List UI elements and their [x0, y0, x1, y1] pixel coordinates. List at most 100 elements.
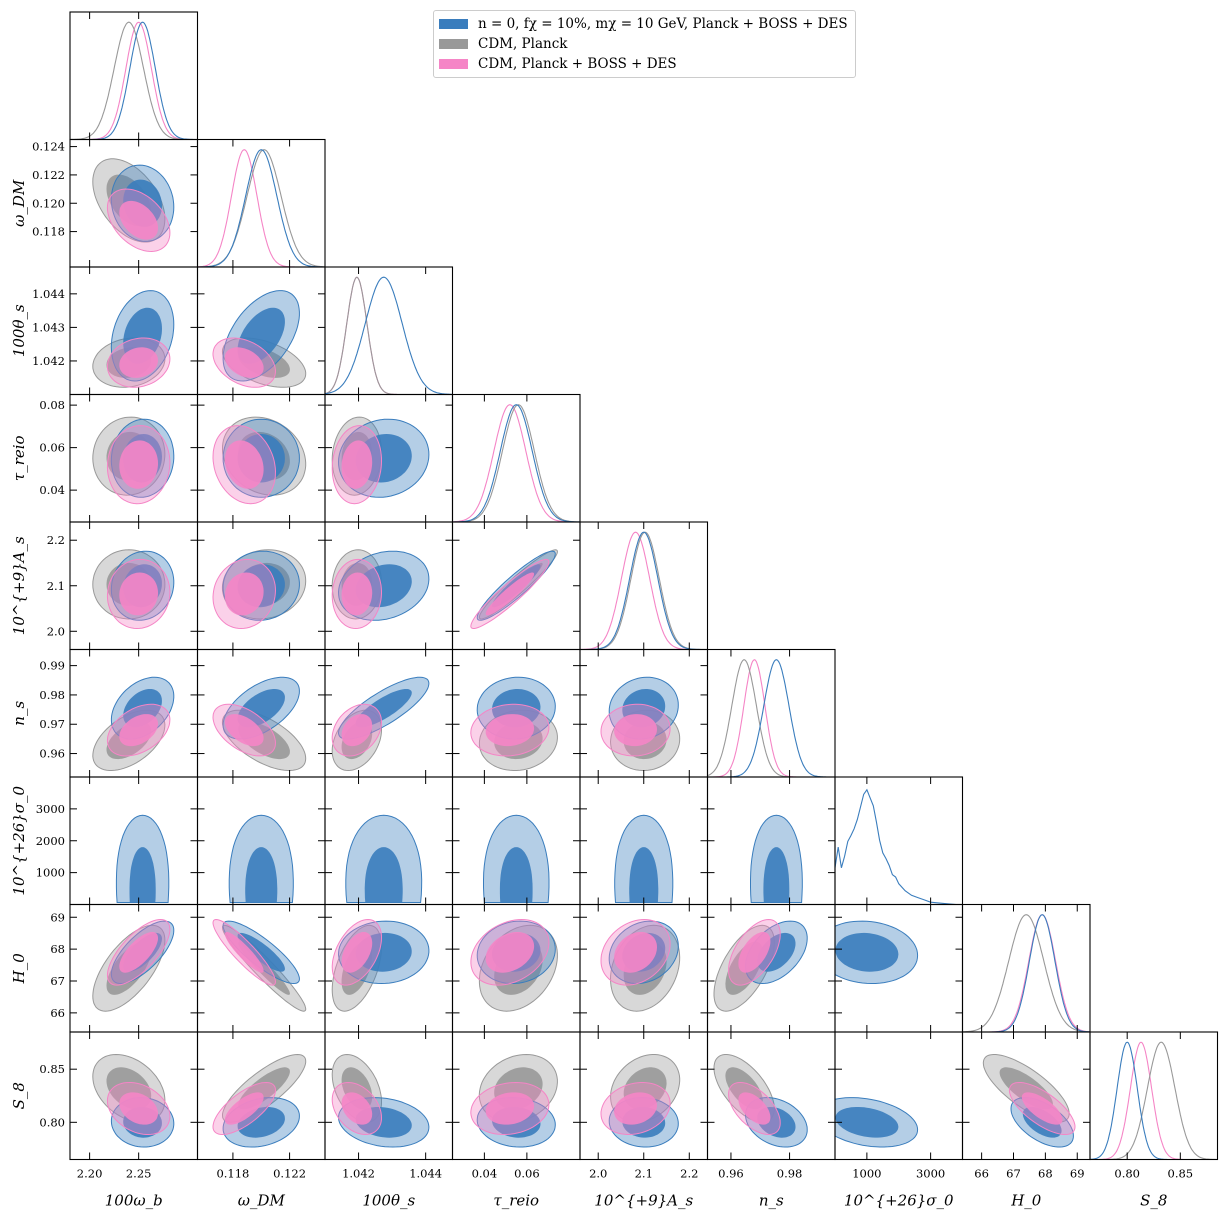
panel-n_s-A_s: [579, 648, 709, 778]
marginal-n_s-series-2: [707, 659, 835, 777]
contour-68-n_s-A_s-series-3: [614, 714, 657, 747]
marginal-S8-series-3: [1090, 1041, 1218, 1160]
panel-omega_b-omega_b: [69, 11, 199, 141]
panel-theta_s-omega_dm: [196, 266, 326, 396]
y-tick-label: 1.043: [32, 320, 65, 334]
y-tick-label: 0.118: [32, 225, 65, 239]
panel-sigma_0-omega_b: [69, 776, 199, 906]
x-tick-label: 0.96: [718, 1167, 744, 1181]
y-tick-label: 1.044: [32, 287, 65, 301]
panel-H0-n_s: [706, 903, 836, 1033]
legend-swatch-series-3: [439, 59, 468, 69]
y-axis-label-S8: S_8: [10, 1082, 28, 1109]
panel-H0-H0: [961, 903, 1091, 1033]
y-tick-label: 2.1: [47, 579, 65, 593]
panel-frame: [834, 776, 964, 906]
panel-A_s-omega_b: [69, 521, 199, 651]
marginal-S8-series-1: [1090, 1041, 1218, 1160]
panel-sigma_0-A_s: [579, 776, 709, 906]
legend-label-series-1: n = 0, fχ = 10%, mχ = 10 GeV, Planck + B…: [478, 16, 848, 32]
panel-theta_s-theta_s: [324, 266, 454, 396]
y-axis-label-omega_dm: ω_DM: [10, 179, 28, 227]
x-tick-label: 1.042: [342, 1167, 375, 1181]
contour-68-theta_s-omega_dm-series-1: [237, 307, 285, 364]
marginal-tau_reio-series-2: [452, 404, 580, 522]
panel-tau_reio-omega_dm: [196, 393, 326, 523]
legend-entry-series-3: CDM, Planck + BOSS + DES: [439, 55, 677, 73]
marginal-tau_reio-series-3: [452, 404, 580, 522]
y-tick-label: 0.04: [39, 483, 65, 497]
contour-68-S8-omega_dm-series-3: [224, 1092, 264, 1125]
contour-68-n_s-omega_dm-series-1: [237, 689, 285, 728]
marginal-omega_b-series-1: [70, 21, 198, 140]
y-axis-label-sigma_0: 10^{+26}σ_0: [10, 785, 28, 895]
panel-H0-theta_s: [324, 903, 454, 1033]
panels: [69, 11, 1219, 1161]
panel-omega_dm-omega_dm: [196, 138, 326, 268]
marginal-omega_dm-series-1: [197, 149, 325, 267]
contour-68-H0-n_s-series-3: [738, 932, 771, 973]
y-tick-label: 68: [50, 942, 65, 956]
marginal-n_s-series-3: [707, 659, 835, 777]
y-tick-label: 69: [50, 910, 65, 924]
y-tick-label: 0.99: [39, 659, 65, 673]
contour-68-sigma_0-omega_dm-series-1: [245, 847, 278, 903]
x-tick-label: 0.118: [216, 1167, 249, 1181]
y-tick-label: 1.042: [32, 354, 65, 368]
y-axis-label-H0: H_0: [10, 953, 28, 985]
panel-frame: [961, 903, 1091, 1033]
panel-S8-H0: [961, 1031, 1091, 1161]
y-tick-label: 66: [50, 1006, 65, 1020]
panel-A_s-theta_s: [324, 521, 454, 651]
contour-68-n_s-omega_dm-series-3: [224, 714, 264, 747]
panel-sigma_0-sigma_0: [834, 776, 964, 906]
marginal-omega_dm-series-3: [197, 149, 325, 267]
y-axis-label-theta_s: 100θ_s: [10, 304, 28, 357]
contour-68-S8-A_s-series-3: [614, 1092, 657, 1125]
x-axis-label-n_s: n_s: [759, 1192, 784, 1210]
panel-A_s-tau_reio: [451, 521, 581, 651]
panel-theta_s-omega_b: [69, 266, 199, 396]
contour-68-S8-theta_s-series-3: [341, 1092, 373, 1125]
marginal-tau_reio-series-1: [452, 404, 580, 522]
marginal-omega_b-series-3: [70, 21, 198, 140]
y-axis-label-n_s: n_s: [10, 701, 28, 726]
y-tick-label: 2000: [36, 834, 65, 848]
panel-A_s-omega_dm: [196, 521, 326, 651]
panel-n_s-tau_reio: [451, 648, 581, 778]
contour-68-S8-H0-series-1: [1022, 1107, 1062, 1138]
x-tick-label: 1.044: [409, 1167, 442, 1181]
y-tick-label: 0.96: [39, 747, 65, 761]
panel-A_s-A_s: [579, 521, 709, 651]
legend-swatch-series-2: [439, 39, 468, 49]
marginal-theta_s-series-3: [325, 276, 453, 395]
y-tick-label: 0.08: [39, 398, 65, 412]
y-tick-label: 2.2: [47, 533, 65, 547]
y-tick-label: 2.0: [47, 624, 65, 638]
x-tick-label: 0.122: [273, 1167, 306, 1181]
y-tick-label: 0.98: [39, 688, 65, 702]
y-tick-label: 0.122: [32, 168, 65, 182]
contour-68-S8-H0-series-3: [1021, 1092, 1063, 1125]
marginal-A_s-series-1: [580, 531, 708, 650]
marginal-n_s-series-1: [707, 659, 835, 777]
x-axis-label-sigma_0: 10^{+26}σ_0: [844, 1192, 954, 1210]
x-tick-label: 2.20: [77, 1167, 103, 1181]
contour-68-H0-theta_s-series-3: [341, 932, 373, 973]
contour-68-sigma_0-theta_s-series-1: [364, 847, 403, 903]
x-tick-label: 2.2: [680, 1167, 698, 1181]
panel-H0-sigma_0: [834, 903, 964, 1033]
contour-68-tau_reio-omega_b-series-3: [119, 440, 158, 489]
panel-S8-A_s: [579, 1031, 709, 1161]
marginal-theta_s-series-2: [325, 276, 453, 395]
marginal-omega_b-series-2: [70, 21, 198, 140]
x-tick-label: 3000: [916, 1167, 945, 1181]
y-tick-label: 0.120: [32, 196, 65, 210]
y-axis-label-tau_reio: τ_reio: [10, 435, 28, 481]
contour-68-sigma_0-omega_b-series-1: [129, 847, 156, 903]
panel-H0-tau_reio: [451, 903, 581, 1033]
contour-68-S8-sigma_0-series-1: [835, 1107, 899, 1138]
x-tick-label: 0.04: [472, 1167, 498, 1181]
panel-H0-omega_dm: [196, 903, 326, 1033]
y-tick-label: 0.97: [39, 717, 65, 731]
